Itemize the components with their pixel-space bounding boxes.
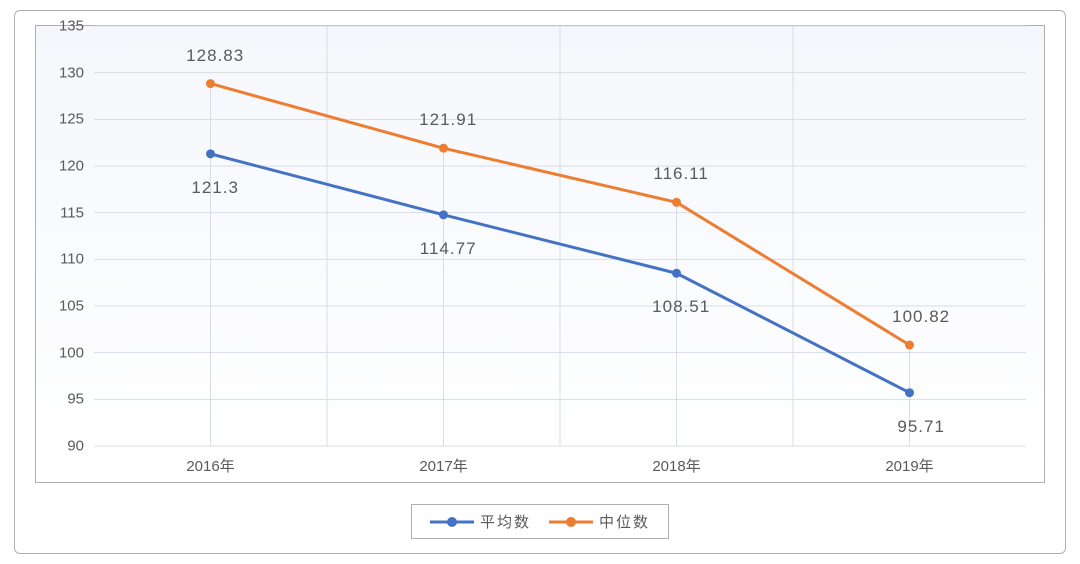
y-tick-label: 135 — [36, 18, 84, 35]
data-label: 121.91 — [419, 110, 477, 130]
data-label: 116.11 — [653, 164, 708, 184]
y-tick-label: 100 — [36, 344, 84, 361]
plot-area: 121.3 114.77 108.51 95.71 128.83 121.91 116.11… — [35, 25, 1045, 483]
y-tick-label: 130 — [36, 64, 84, 81]
chart-stage: 121.3 114.77 108.51 95.71 128.83 121.91 116.11… — [0, 0, 1080, 564]
x-tick-label: 2017年 — [419, 455, 467, 476]
y-tick-label: 90 — [36, 438, 84, 455]
legend-label: 平均数 — [480, 511, 531, 532]
data-label: 128.83 — [186, 46, 244, 66]
legend-item: 中位数 — [549, 511, 650, 532]
legend-item: 平均数 — [430, 511, 531, 532]
legend: 平均数 中位数 — [411, 504, 669, 539]
data-label: 100.82 — [892, 307, 950, 327]
chart-frame: 121.3 114.77 108.51 95.71 128.83 121.91 116.11… — [14, 10, 1066, 554]
x-tick-label: 2019年 — [885, 455, 933, 476]
y-tick-label: 115 — [36, 204, 84, 221]
chart-svg — [94, 26, 1026, 446]
data-label: 121.3 — [191, 178, 239, 198]
data-label: 108.51 — [652, 297, 710, 317]
x-tick-label: 2018年 — [652, 455, 700, 476]
data-label: 95.71 — [897, 417, 945, 437]
y-tick-label: 95 — [36, 391, 84, 408]
y-tick-label: 120 — [36, 158, 84, 175]
y-tick-label: 105 — [36, 298, 84, 315]
data-label: 114.77 — [420, 239, 477, 259]
plot-inner: 121.3 114.77 108.51 95.71 128.83 121.91 116.11… — [94, 26, 1026, 446]
y-tick-label: 110 — [36, 251, 84, 268]
legend-label: 中位数 — [599, 511, 650, 532]
legend-swatch — [430, 515, 474, 529]
legend-swatch — [549, 515, 593, 529]
y-tick-label: 125 — [36, 111, 84, 128]
x-tick-label: 2016年 — [186, 455, 234, 476]
